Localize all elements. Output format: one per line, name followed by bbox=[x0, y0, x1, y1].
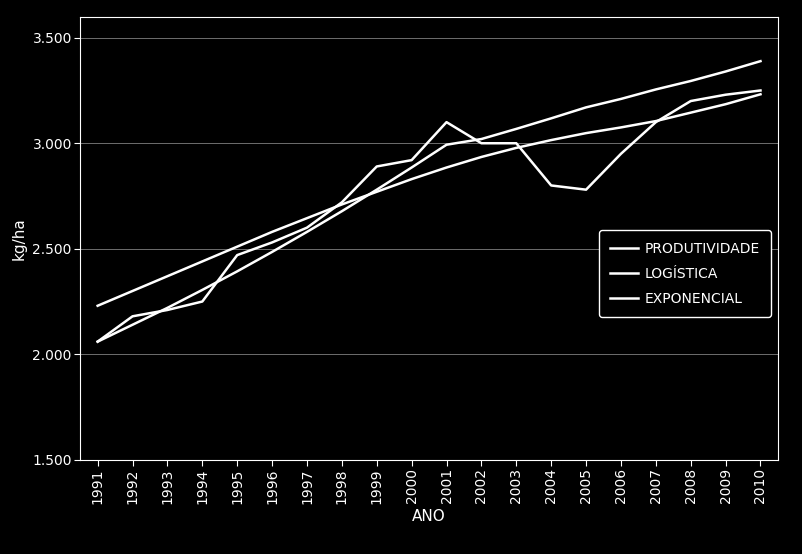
Y-axis label: kg/ha: kg/ha bbox=[12, 217, 26, 260]
EXPONENCIAL bbox=[267, 249, 277, 255]
LOGÍSTICA bbox=[93, 302, 103, 309]
PRODUTIVIDADE bbox=[546, 182, 556, 189]
X-axis label: ANO: ANO bbox=[412, 509, 446, 524]
EXPONENCIAL bbox=[407, 164, 416, 171]
LOGÍSTICA bbox=[128, 288, 137, 294]
PRODUTIVIDADE bbox=[337, 199, 346, 206]
LOGÍSTICA bbox=[721, 101, 731, 107]
Line: EXPONENCIAL: EXPONENCIAL bbox=[98, 61, 760, 342]
PRODUTIVIDADE bbox=[163, 307, 172, 314]
PRODUTIVIDADE bbox=[267, 239, 277, 246]
LOGÍSTICA bbox=[197, 258, 207, 265]
PRODUTIVIDADE bbox=[372, 163, 382, 170]
Legend: PRODUTIVIDADE, LOGÍSTICA, EXPONENCIAL: PRODUTIVIDADE, LOGÍSTICA, EXPONENCIAL bbox=[599, 230, 771, 317]
LOGÍSTICA bbox=[372, 188, 382, 195]
LOGÍSTICA bbox=[442, 164, 452, 171]
EXPONENCIAL bbox=[337, 208, 346, 214]
LOGÍSTICA bbox=[337, 201, 346, 208]
PRODUTIVIDADE bbox=[197, 298, 207, 305]
EXPONENCIAL bbox=[197, 286, 207, 293]
Line: LOGÍSTICA: LOGÍSTICA bbox=[98, 94, 760, 306]
PRODUTIVIDADE bbox=[302, 224, 312, 231]
EXPONENCIAL bbox=[546, 115, 556, 122]
PRODUTIVIDADE bbox=[755, 87, 765, 94]
LOGÍSTICA bbox=[476, 153, 486, 160]
EXPONENCIAL bbox=[163, 305, 172, 311]
PRODUTIVIDADE bbox=[581, 186, 591, 193]
PRODUTIVIDADE bbox=[128, 313, 137, 320]
LOGÍSTICA bbox=[616, 124, 626, 131]
PRODUTIVIDADE bbox=[93, 338, 103, 345]
EXPONENCIAL bbox=[616, 96, 626, 102]
LOGÍSTICA bbox=[651, 118, 661, 125]
EXPONENCIAL bbox=[476, 136, 486, 142]
EXPONENCIAL bbox=[128, 321, 137, 328]
EXPONENCIAL bbox=[233, 268, 242, 275]
LOGÍSTICA bbox=[546, 137, 556, 143]
PRODUTIVIDADE bbox=[476, 140, 486, 147]
LOGÍSTICA bbox=[267, 229, 277, 235]
LOGÍSTICA bbox=[512, 145, 521, 151]
EXPONENCIAL bbox=[302, 229, 312, 235]
EXPONENCIAL bbox=[93, 338, 103, 345]
EXPONENCIAL bbox=[512, 126, 521, 132]
LOGÍSTICA bbox=[407, 176, 416, 182]
EXPONENCIAL bbox=[651, 86, 661, 93]
PRODUTIVIDADE bbox=[512, 140, 521, 147]
LOGÍSTICA bbox=[302, 215, 312, 222]
PRODUTIVIDADE bbox=[442, 119, 452, 125]
LOGÍSTICA bbox=[686, 109, 695, 116]
PRODUTIVIDADE bbox=[651, 119, 661, 125]
EXPONENCIAL bbox=[721, 68, 731, 75]
EXPONENCIAL bbox=[686, 78, 695, 84]
EXPONENCIAL bbox=[442, 141, 452, 148]
EXPONENCIAL bbox=[372, 186, 382, 193]
LOGÍSTICA bbox=[581, 130, 591, 136]
PRODUTIVIDADE bbox=[233, 252, 242, 258]
LOGÍSTICA bbox=[233, 243, 242, 250]
EXPONENCIAL bbox=[581, 104, 591, 111]
LOGÍSTICA bbox=[163, 273, 172, 280]
PRODUTIVIDADE bbox=[686, 98, 695, 104]
LOGÍSTICA bbox=[755, 91, 765, 98]
PRODUTIVIDADE bbox=[616, 151, 626, 157]
PRODUTIVIDADE bbox=[407, 157, 416, 163]
Line: PRODUTIVIDADE: PRODUTIVIDADE bbox=[98, 90, 760, 342]
EXPONENCIAL bbox=[755, 58, 765, 64]
PRODUTIVIDADE bbox=[721, 91, 731, 98]
